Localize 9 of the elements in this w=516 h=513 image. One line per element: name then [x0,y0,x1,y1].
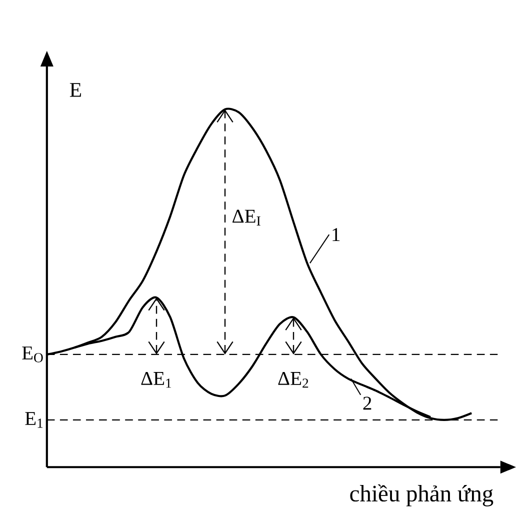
annotation: ΔE$_{I}$ [232,210,260,226]
ref-line-label: E$_{1}$ [25,412,43,428]
ref-line-label: E$_{O}$ [22,346,43,362]
y-axis-title: E [70,83,82,97]
annotation: ΔE$_{2}$ [278,372,308,388]
series-label: 1 [332,228,340,242]
x-axis-title: chiều phản ứng [350,484,494,506]
legend-label: 2 [363,396,372,410]
annotation: ΔE$_{1}$ [141,372,172,388]
